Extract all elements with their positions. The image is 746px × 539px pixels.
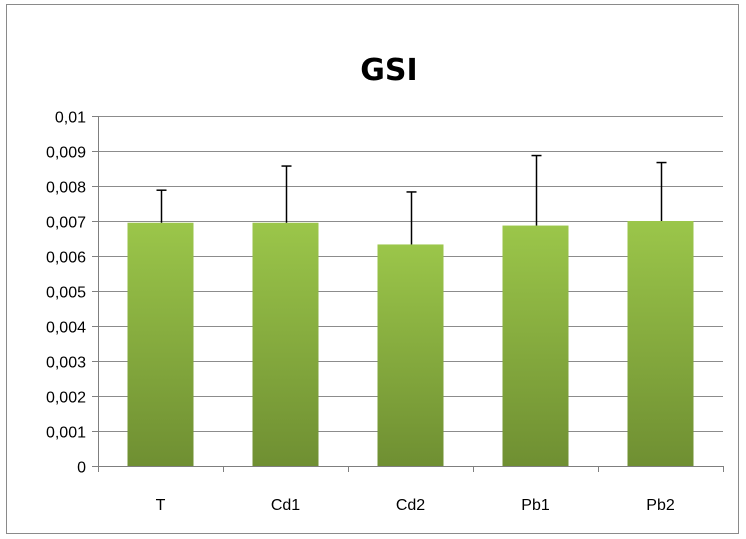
y-tick-label: 0,005 (46, 285, 86, 302)
x-tick-label: Cd2 (396, 497, 425, 514)
x-tick-label: Pb1 (521, 497, 550, 514)
bar-Pb2 (627, 221, 694, 466)
gridlines (98, 116, 723, 432)
bars (127, 221, 694, 466)
y-tick-label: 0,009 (46, 145, 86, 162)
chart-title: GSI (360, 53, 417, 88)
bar-Pb1 (502, 225, 569, 466)
x-tick-label: T (156, 497, 166, 514)
y-tick-label: 0,01 (55, 110, 86, 127)
y-tick-label: 0,002 (46, 390, 86, 407)
x-axis-tick-labels: T Cd1 Cd2 Pb1 Pb2 (156, 497, 675, 514)
bar-T (127, 222, 194, 466)
y-tick-label: 0 (77, 460, 86, 477)
y-tick-label: 0,007 (46, 215, 86, 232)
bar-Cd1 (252, 222, 319, 466)
y-tick-label: 0,001 (46, 425, 86, 442)
y-tick-label: 0,003 (46, 355, 86, 372)
x-tick-label: Cd1 (271, 497, 300, 514)
error-bars (156, 154, 667, 245)
y-tick-label: 0,008 (46, 180, 86, 197)
bar-Cd2 (377, 244, 444, 466)
y-axis-tick-labels: 0 0,001 0,002 0,003 0,004 0,005 0,006 0,007 0,00… (46, 110, 86, 477)
x-tick-label: Pb2 (646, 497, 675, 514)
y-tick-label: 0,004 (46, 320, 86, 337)
y-tick-label: 0,006 (46, 250, 86, 267)
axes (92, 116, 724, 472)
